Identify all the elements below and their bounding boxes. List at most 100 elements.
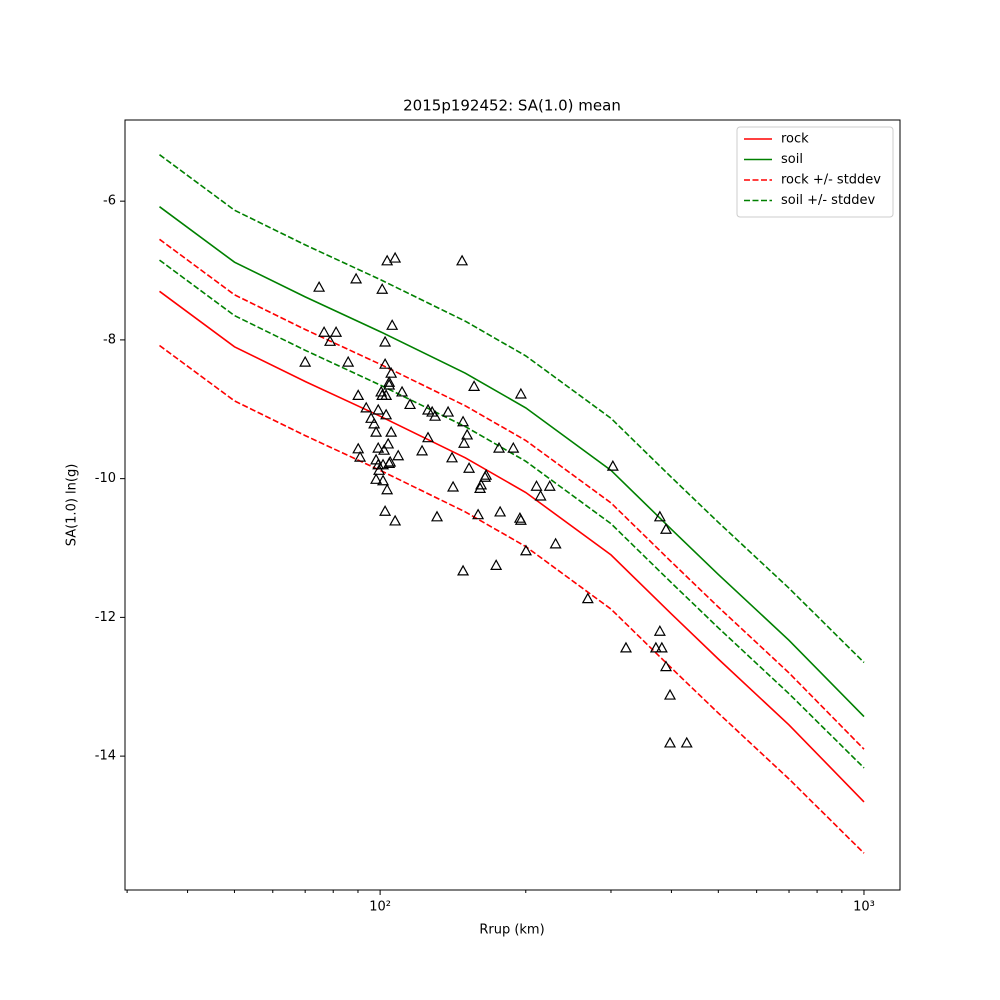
observation [463, 461, 476, 473]
observation [507, 441, 520, 453]
observation [619, 641, 632, 653]
observation [680, 736, 693, 748]
observation [386, 319, 399, 330]
observation [663, 688, 677, 700]
observation [549, 537, 562, 549]
observation [372, 441, 385, 453]
observation [354, 450, 367, 462]
observation [378, 443, 391, 455]
observation [381, 254, 394, 266]
observation [653, 510, 666, 522]
observation [385, 425, 398, 437]
observation [429, 409, 442, 421]
observation [514, 387, 527, 399]
legend-label: rock +/- stddev [781, 173, 881, 188]
observation [445, 451, 459, 463]
observation [530, 480, 543, 491]
observation [380, 389, 393, 400]
observation [457, 415, 470, 427]
x-tick-label: 10² [369, 900, 391, 915]
observation [442, 405, 455, 417]
observation [342, 355, 355, 367]
observation [377, 474, 390, 486]
observation [379, 335, 392, 347]
observation [534, 489, 547, 501]
observation [456, 254, 469, 266]
observation [382, 437, 395, 449]
observation [375, 385, 388, 397]
observation [430, 510, 444, 522]
observation [514, 514, 527, 525]
observation [447, 480, 460, 492]
observation [404, 398, 417, 410]
observation [663, 736, 677, 748]
observation [480, 468, 493, 480]
x-axis-label: Rrup (km) [479, 923, 544, 938]
observation [416, 444, 429, 456]
observation [458, 437, 471, 448]
observation [468, 380, 481, 391]
y-tick-label: -10 [95, 471, 116, 486]
observation [370, 473, 383, 484]
legend-label: soil +/- stddev [781, 193, 876, 208]
chart-title: 2015p192452: SA(1.0) mean [403, 97, 621, 115]
observation [457, 564, 470, 576]
stddev-line [159, 238, 865, 750]
observation [365, 412, 378, 423]
observation [350, 272, 363, 284]
observation [474, 482, 487, 493]
observation [373, 464, 386, 475]
observation [392, 449, 405, 461]
y-axis-label: SA(1.0) ln(g) [65, 464, 80, 547]
observation [324, 335, 337, 346]
observation [494, 505, 507, 517]
observation [653, 625, 666, 636]
observation [380, 408, 393, 420]
observation [385, 366, 398, 378]
legend-label: soil [781, 152, 803, 167]
stddev-line [159, 259, 865, 769]
observation [379, 357, 392, 369]
observation [376, 283, 389, 294]
stddev-line [159, 344, 865, 854]
observation [352, 389, 365, 400]
observation [543, 480, 556, 491]
observation [581, 592, 594, 604]
observation [383, 378, 396, 390]
observation [655, 641, 668, 653]
observation [389, 514, 402, 526]
plot-frame [124, 119, 901, 891]
observation [421, 431, 435, 443]
observation [330, 326, 343, 337]
observation [383, 375, 396, 387]
observation [372, 403, 385, 415]
observation [370, 425, 383, 437]
observation [472, 508, 485, 520]
observation [606, 459, 619, 471]
observation [461, 428, 474, 440]
observation [360, 401, 373, 413]
observation [490, 559, 503, 570]
observation [384, 455, 397, 467]
mean-line [159, 290, 865, 803]
observation [475, 478, 488, 490]
observation [381, 483, 394, 495]
y-tick-label: -8 [103, 332, 116, 347]
observation [318, 326, 331, 337]
x-tick-label: 10³ [853, 900, 875, 915]
observation [389, 251, 402, 263]
legend-box [736, 126, 894, 218]
observation [493, 441, 506, 453]
y-tick-label: -12 [95, 610, 116, 625]
observation [313, 280, 326, 292]
stddev-line [159, 154, 865, 664]
legend-label: rock [781, 132, 809, 147]
y-tick-label: -6 [103, 194, 116, 209]
observation [352, 442, 365, 454]
observation [396, 385, 409, 397]
observation [368, 417, 381, 429]
observation [659, 523, 673, 534]
observation [649, 641, 662, 653]
observation [659, 660, 673, 672]
